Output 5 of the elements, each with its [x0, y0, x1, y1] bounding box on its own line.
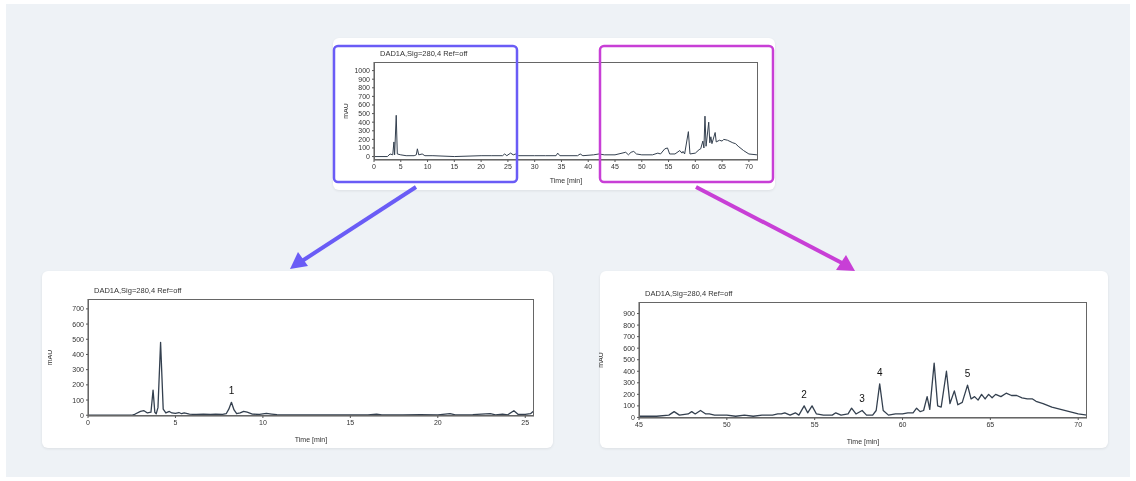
annotation: 4: [876, 366, 883, 378]
annotation: 1: [228, 385, 235, 397]
annotation: 3: [859, 393, 866, 405]
annotation: 5: [964, 368, 971, 380]
annotation: 2: [801, 388, 808, 400]
